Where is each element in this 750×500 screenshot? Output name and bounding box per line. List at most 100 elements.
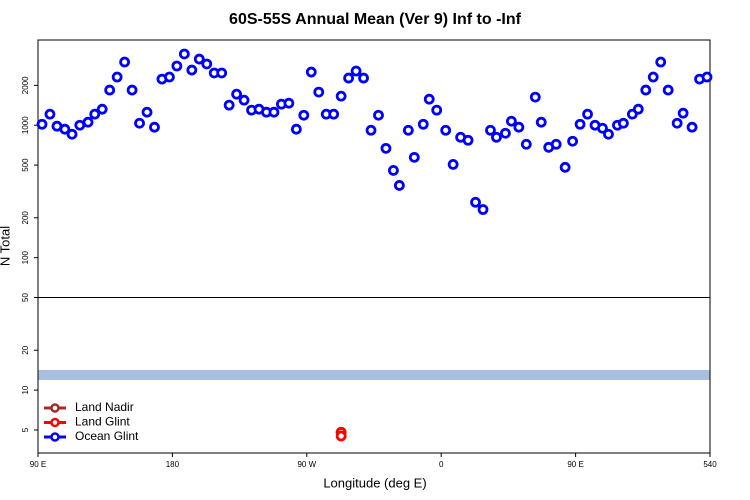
chart-title: 60S-55S Annual Mean (Ver 9) Inf to -Inf — [229, 11, 522, 28]
point — [186, 64, 198, 76]
point — [500, 127, 511, 139]
point — [513, 121, 525, 133]
point — [335, 430, 347, 442]
point — [686, 121, 698, 133]
point — [662, 84, 674, 96]
point — [89, 108, 101, 120]
point — [491, 131, 502, 143]
point — [305, 66, 317, 78]
point — [417, 118, 429, 130]
point — [290, 123, 302, 135]
point — [574, 118, 586, 130]
point — [582, 108, 593, 120]
point — [365, 124, 377, 136]
point — [201, 58, 213, 70]
point — [104, 84, 116, 96]
x-tick-label: 90 E — [567, 460, 583, 469]
y-tick-label: 500 — [21, 158, 30, 172]
y-tick-label: 200 — [21, 211, 30, 225]
point — [164, 71, 175, 83]
x-tick-label: 180 — [166, 460, 180, 469]
point — [298, 109, 310, 121]
point — [59, 123, 71, 135]
legend-label: Ocean Glint — [75, 429, 139, 443]
x-tick-label: 0 — [439, 460, 444, 469]
point — [358, 72, 369, 84]
point — [66, 128, 78, 140]
point — [343, 72, 355, 84]
point — [431, 104, 443, 116]
point — [447, 159, 459, 170]
point — [82, 116, 94, 128]
point — [111, 71, 123, 83]
point — [350, 65, 362, 77]
x-tick-label: 90 E — [30, 460, 46, 469]
point — [380, 142, 392, 154]
point — [505, 115, 517, 127]
point — [408, 151, 420, 163]
point — [268, 106, 280, 118]
point — [328, 108, 340, 120]
plot-frame — [37, 39, 711, 454]
point — [559, 161, 571, 173]
x-tick-label: 540 — [703, 460, 717, 469]
y-tick-label: 10 — [21, 385, 30, 394]
legend-marker — [50, 403, 60, 413]
point — [119, 56, 131, 68]
point — [647, 71, 659, 83]
point — [567, 135, 579, 147]
point — [313, 86, 325, 98]
point — [149, 121, 160, 133]
point — [238, 94, 250, 106]
point — [640, 84, 652, 96]
point — [603, 128, 614, 140]
legend-marker — [50, 432, 60, 442]
point — [373, 109, 384, 121]
y-tick-label: 5 — [21, 427, 30, 432]
legend-marker — [50, 417, 60, 428]
point — [231, 88, 243, 100]
point — [423, 93, 435, 105]
point — [96, 103, 108, 115]
point — [216, 67, 228, 79]
y-tick-label: 100 — [21, 250, 30, 264]
point — [440, 124, 452, 136]
point — [597, 122, 608, 134]
point — [134, 117, 145, 129]
point — [520, 138, 532, 150]
point — [402, 124, 414, 136]
x-axis-label: Longitude (deg E) — [323, 475, 426, 490]
point — [393, 180, 405, 191]
point — [701, 71, 713, 83]
point — [677, 107, 689, 119]
legend-label: Land Nadir — [75, 400, 134, 414]
point — [283, 97, 295, 109]
point — [529, 91, 541, 103]
y-tick-label: 50 — [21, 293, 30, 302]
point — [535, 116, 547, 128]
point — [470, 196, 481, 208]
legend-label: Land Glint — [75, 415, 130, 429]
point — [388, 164, 399, 176]
point — [141, 106, 153, 118]
point — [126, 84, 138, 96]
point — [44, 108, 56, 120]
point — [655, 56, 667, 68]
point — [550, 138, 562, 150]
point — [223, 99, 235, 111]
y-axis-label: N Total — [0, 226, 12, 266]
point — [335, 90, 347, 102]
point — [171, 60, 183, 72]
point — [632, 103, 644, 115]
point — [485, 124, 496, 136]
point — [617, 117, 629, 129]
band — [38, 370, 710, 381]
point — [36, 118, 48, 130]
point — [178, 48, 190, 60]
point — [671, 117, 683, 129]
x-tick-label: 90 W — [297, 460, 316, 469]
y-tick-label: 2000 — [21, 76, 30, 94]
y-tick-label: 20 — [21, 345, 30, 354]
point — [477, 204, 489, 215]
